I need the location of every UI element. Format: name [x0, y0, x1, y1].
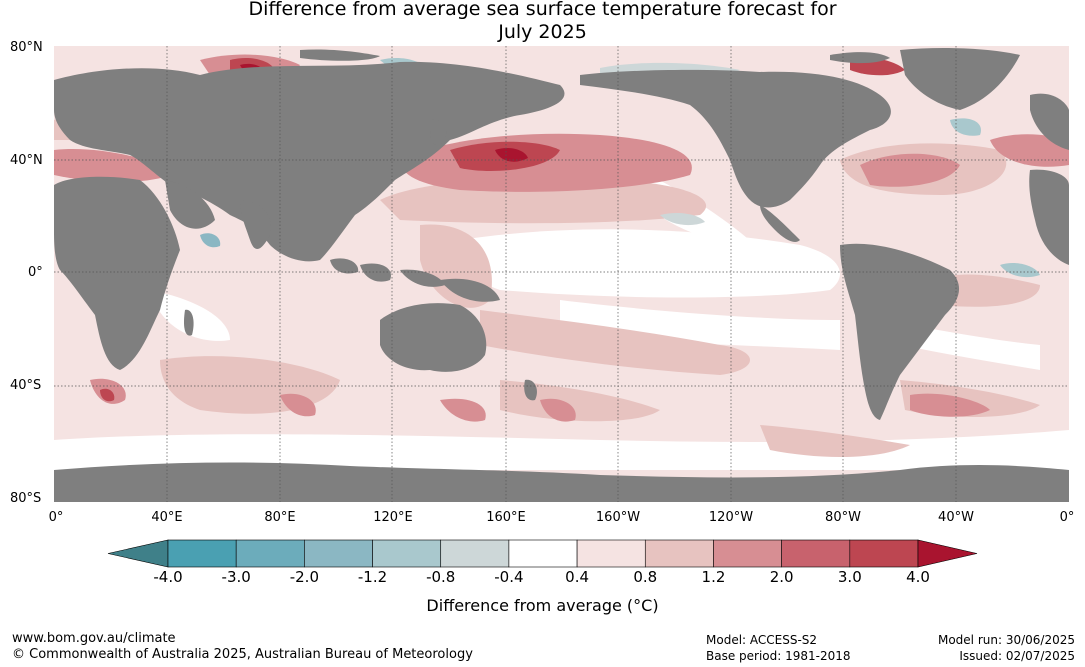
colorbar-tick-label: -2.0 — [289, 568, 319, 586]
south-america-land — [840, 243, 960, 420]
colorbar-swatch — [849, 539, 919, 568]
lon-label-160e: 160°E — [486, 510, 526, 525]
lon-label-120w: 120°W — [708, 510, 754, 525]
footer-website: www.bom.gov.au/climate — [12, 631, 176, 646]
footer-model-run: Model run: 30/06/2025 — [937, 633, 1075, 647]
colorbar-swatch — [235, 539, 305, 568]
colorbar-swatch — [372, 539, 442, 568]
footer-base-period: Base period: 1981-2018 — [706, 649, 851, 663]
lon-label-40e: 40°E — [151, 510, 183, 525]
colorbar-tick-label: -3.0 — [221, 568, 251, 586]
colorbar-tick-label: -4.0 — [153, 568, 183, 586]
colorbar-tick-label: 0.8 — [633, 568, 658, 586]
eurasia-land — [54, 61, 565, 262]
lat-label-80n: 80°N — [10, 40, 43, 55]
colorbar-title: Difference from average (°C) — [426, 596, 659, 615]
colorbar — [107, 539, 978, 568]
map-title-line-1: Difference from average sea surface temp… — [248, 0, 837, 20]
colorbar-tick-label: -0.8 — [426, 568, 456, 586]
lat-label-40s: 40°S — [10, 378, 42, 393]
colorbar-tick-label: -0.4 — [494, 568, 524, 586]
colorbar-tick-label: -1.2 — [357, 568, 388, 586]
colorbar-tick-label: 3.0 — [837, 568, 862, 586]
lat-label-equator: 0° — [28, 265, 43, 280]
colorbar-swatch — [576, 539, 646, 568]
colorbar-arrow-low — [107, 539, 169, 568]
colorbar-tick-label: 0.4 — [565, 568, 590, 586]
lon-label-160w: 160°W — [595, 510, 641, 525]
antarctica-land — [54, 462, 1069, 502]
africa-land — [54, 176, 180, 370]
lat-label-40n: 40°N — [10, 153, 43, 168]
arabia-land — [165, 180, 215, 229]
footer-model: Model: ACCESS-S2 — [706, 633, 818, 647]
colorbar-tick-label: 4.0 — [906, 568, 930, 586]
lon-label-80w: 80°W — [825, 510, 861, 525]
colorbar-swatch — [713, 539, 782, 568]
footer-copyright: © Commonwealth of Australia 2025, Austra… — [12, 647, 473, 662]
colorbar-tick-label: 2.0 — [769, 568, 794, 586]
footer-issued: Issued: 02/07/2025 — [959, 649, 1075, 663]
lon-label-80e: 80°E — [264, 510, 296, 525]
colorbar-swatch — [440, 539, 510, 568]
colorbar-arrow-high — [917, 539, 978, 568]
colorbar-swatch — [167, 539, 237, 568]
lon-label-120e: 120°E — [373, 510, 413, 525]
colorbar-swatch — [644, 539, 714, 568]
colorbar-swatch — [304, 539, 373, 568]
lon-label-0-right: 0° — [1059, 510, 1075, 525]
colorbar-swatch — [781, 539, 851, 568]
lon-label-0-left: 0° — [48, 510, 64, 525]
colorbar-tick-label: 1.2 — [701, 568, 726, 586]
north-america-land — [580, 69, 891, 208]
greenland-land — [900, 47, 1020, 110]
map-gridlines — [54, 46, 1069, 502]
map-title-line-2: July 2025 — [498, 21, 587, 43]
lon-label-40w: 40°W — [938, 510, 974, 525]
lat-label-80s: 80°S — [10, 491, 42, 506]
india-land — [240, 200, 271, 250]
colorbar-swatch — [508, 539, 578, 568]
australia-land — [380, 303, 487, 372]
land-masses — [54, 47, 1069, 502]
